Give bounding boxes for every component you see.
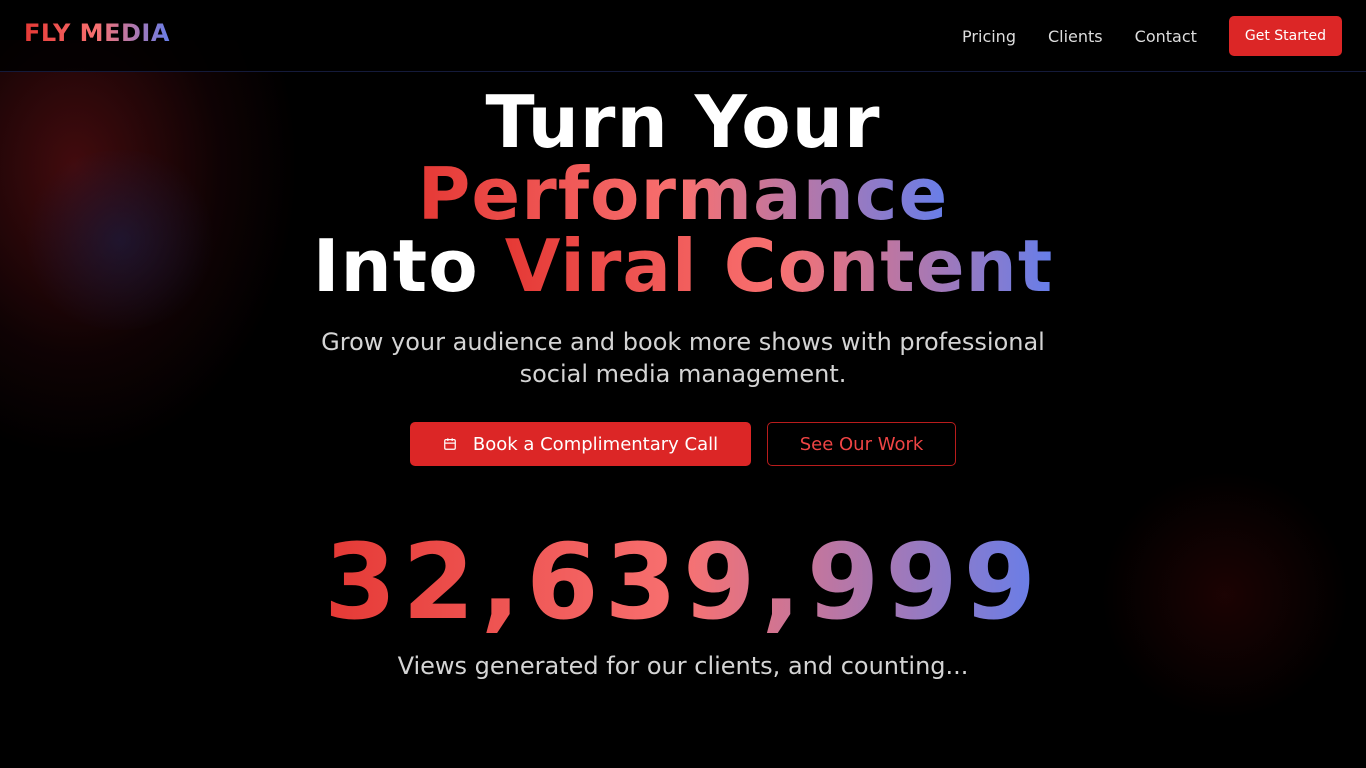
hero-title-line2: Performance xyxy=(417,152,949,236)
top-nav: FLY MEDIA Pricing Clients Contact Get St… xyxy=(0,0,1366,72)
logo[interactable]: FLY MEDIA xyxy=(24,19,170,47)
background-glow xyxy=(20,150,220,330)
hero-title-line1: Turn Your xyxy=(485,80,881,164)
hero-title-line3-highlight: Viral Content xyxy=(504,224,1054,308)
hero-buttons: Book a Complimentary Call See Our Work xyxy=(0,422,1366,466)
hero-subtitle: Grow your audience and book more shows w… xyxy=(321,328,1045,388)
hero-title: Turn Your Performance Into Viral Content xyxy=(0,86,1366,302)
nav-link-clients[interactable]: Clients xyxy=(1047,26,1103,46)
background-glow xyxy=(1100,470,1350,720)
nav-links: Pricing Clients Contact Get Started xyxy=(962,16,1342,56)
see-our-work-button[interactable]: See Our Work xyxy=(767,422,956,466)
views-caption: Views generated for our clients, and cou… xyxy=(397,652,969,680)
hero: Turn Your Performance Into Viral Content… xyxy=(0,86,1366,680)
book-call-button[interactable]: Book a Complimentary Call xyxy=(410,422,751,466)
get-started-button[interactable]: Get Started xyxy=(1228,16,1342,56)
book-call-label: Book a Complimentary Call xyxy=(472,433,719,455)
nav-link-pricing[interactable]: Pricing xyxy=(962,26,1016,46)
views-counter: 32,639,999 xyxy=(324,521,1042,643)
hero-title-line3-plain: Into xyxy=(312,224,479,308)
calendar-icon xyxy=(443,438,456,450)
nav-link-contact[interactable]: Contact xyxy=(1134,26,1197,46)
